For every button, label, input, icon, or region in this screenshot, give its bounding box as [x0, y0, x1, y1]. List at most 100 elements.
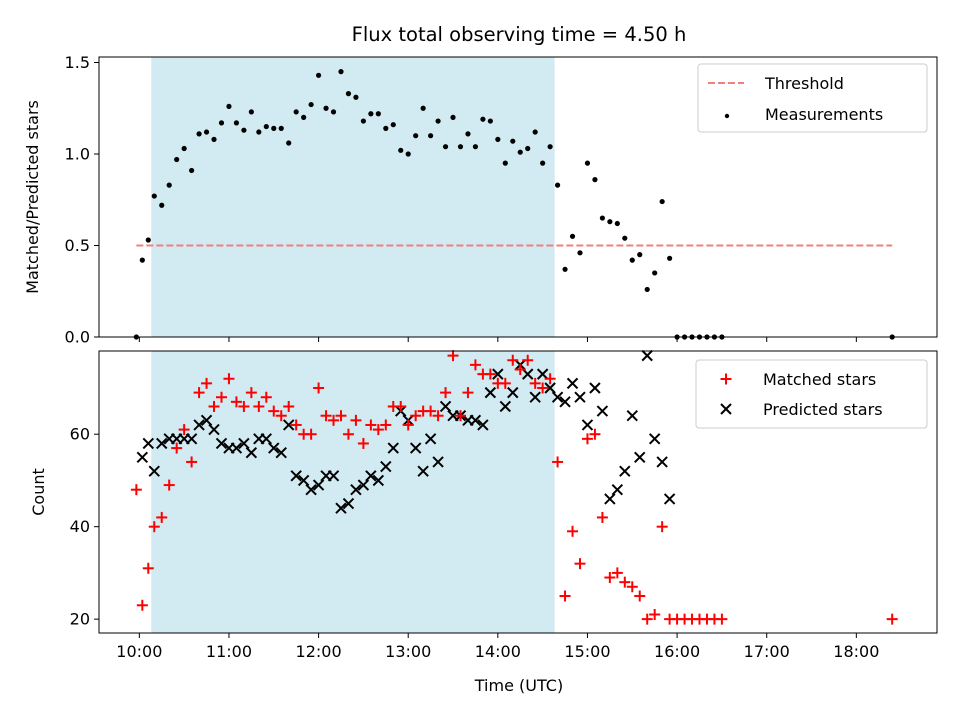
- matched-star-point: [886, 613, 898, 625]
- ratio-y-ticks: 0.0 0.5 1.0 1.5: [65, 53, 99, 347]
- measurement-point: [622, 235, 628, 241]
- predicted-star-point: [193, 419, 205, 431]
- predicted-star-point: [342, 497, 355, 510]
- measurement-point: [554, 182, 561, 188]
- legend-measurements-label: Measurements: [765, 105, 883, 124]
- count-x-ticks: 10:00 11:00 12:00 13:00 14:00 15:00 16:00 17:00…: [116, 633, 879, 661]
- x-axis-label: Time (UTC): [474, 676, 563, 695]
- predicted-star-point: [581, 419, 594, 431]
- matched-star-point: [335, 410, 347, 422]
- y-tick-label: 20: [70, 610, 90, 629]
- measurement-point: [166, 182, 172, 188]
- measurement-point: [256, 129, 262, 135]
- matched-star-point: [268, 405, 280, 417]
- measurement-point: [139, 257, 145, 263]
- predicted-star-point: [305, 483, 317, 496]
- predicted-star-point: [297, 474, 310, 487]
- measurement-point: [390, 122, 396, 128]
- x-tick-label: 14:00: [475, 642, 521, 661]
- predicted-star-point: [365, 470, 377, 482]
- matched-star-point: [552, 456, 564, 468]
- matched-star-point: [514, 363, 526, 375]
- matched-star-point: [649, 609, 661, 621]
- matched-star-point: [201, 377, 213, 389]
- measurement-point: [435, 118, 441, 124]
- legend-plus-mark: [720, 373, 732, 385]
- measurement-point: [360, 118, 366, 124]
- matched-star-point: [537, 382, 549, 394]
- predicted-star-point: [327, 470, 340, 482]
- count-legend: Matched stars Predicted stars: [695, 359, 928, 429]
- matched-star-point: [238, 400, 250, 412]
- matched-star-point: [186, 456, 198, 468]
- measurement-point: [189, 167, 195, 174]
- matched-star-point: [454, 410, 466, 422]
- measurement-point: [659, 198, 665, 205]
- matched-star-point: [462, 387, 474, 399]
- predicted-star-point: [215, 437, 228, 450]
- matched-star-point: [245, 387, 257, 399]
- predicted-star-point: [559, 396, 571, 408]
- predicted-star-point: [148, 465, 160, 477]
- matched-star-point: [589, 428, 601, 440]
- predicted-star-point: [142, 437, 155, 450]
- matched-star-point: [342, 428, 354, 440]
- predicted-star-point: [312, 479, 325, 491]
- predicted-star-point: [439, 400, 452, 413]
- measurement-point: [599, 215, 605, 221]
- measurement-point: [368, 111, 374, 117]
- y-tick-label: 1.0: [65, 144, 90, 163]
- predicted-star-point: [208, 423, 220, 436]
- measurement-point: [525, 145, 531, 152]
- measurement-point: [428, 133, 434, 139]
- predicted-star-point: [350, 483, 362, 496]
- matched-star-point: [260, 391, 272, 403]
- matched-star-point: [432, 410, 444, 422]
- count-y-ticks: 20 40 60: [70, 425, 99, 629]
- predicted-star-point: [477, 419, 489, 431]
- measurement-point: [629, 257, 635, 263]
- matched-star-point: [395, 400, 407, 412]
- ratio-legend: Threshold Measurements: [697, 63, 928, 133]
- matched-star-point: [626, 581, 638, 593]
- predicted-star-point: [283, 419, 295, 431]
- matched-star-point: [544, 373, 556, 385]
- measurement-point: [577, 250, 583, 256]
- predicted-star-point: [656, 456, 668, 468]
- matched-star-point: [440, 387, 452, 399]
- predicted-star-point: [626, 410, 638, 422]
- matched-star-point: [402, 419, 414, 431]
- measurement-point: [442, 144, 449, 150]
- measurement-point: [330, 109, 337, 115]
- predicted-star-point: [634, 451, 646, 464]
- count-legend-box: [695, 359, 928, 429]
- x-tick-label: 13:00: [385, 642, 431, 661]
- predicted-star-point: [230, 442, 243, 454]
- measurement-point: [211, 136, 217, 142]
- matched-star-point: [507, 354, 519, 366]
- matched-star-point: [142, 562, 154, 574]
- matched-star-point: [634, 590, 646, 602]
- measurement-point: [241, 127, 247, 133]
- matched-star-point: [380, 419, 392, 431]
- ratio-marks: [133, 69, 895, 340]
- matched-star-point: [410, 410, 422, 422]
- predicted-star-point: [663, 493, 676, 505]
- measurement-point: [248, 109, 254, 115]
- measurement-point: [465, 131, 471, 137]
- measurement-point: [644, 286, 650, 293]
- measurement-point: [345, 91, 352, 97]
- measurement-point: [301, 114, 307, 120]
- measurement-point: [592, 177, 598, 183]
- predicted-star-point: [185, 433, 198, 445]
- x-tick-label: 18:00: [833, 642, 879, 661]
- predicted-star-point: [380, 460, 392, 473]
- matched-star-point: [148, 521, 160, 533]
- measurement-point: [547, 144, 553, 150]
- measurement-point: [145, 237, 151, 243]
- predicted-star-point: [200, 414, 213, 427]
- measurement-point: [569, 233, 576, 239]
- predicted-star-point: [522, 368, 534, 380]
- matched-star-point: [641, 613, 653, 625]
- ratio-legend-box: [697, 63, 928, 133]
